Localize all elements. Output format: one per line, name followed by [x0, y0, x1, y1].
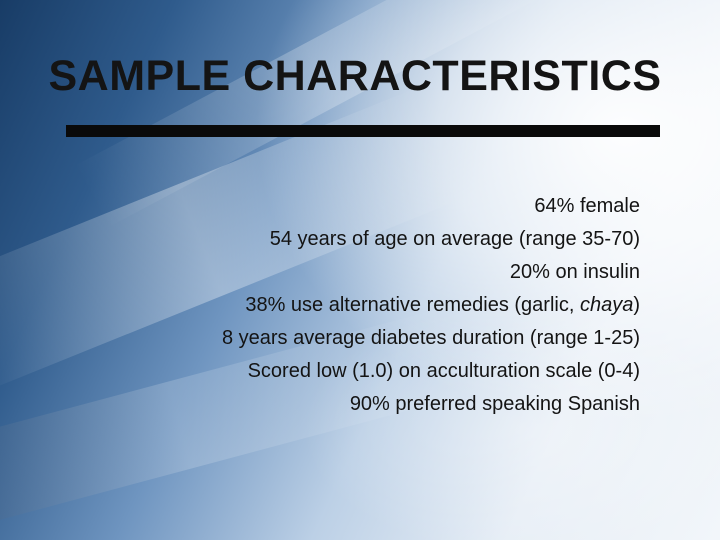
characteristics-list: 64% female 54 years of age on average (r…: [40, 190, 640, 421]
list-item: 64% female: [534, 195, 640, 217]
list-item: 20% on insulin: [509, 261, 640, 283]
list-item: Scored low (1.0) on acculturation scale …: [247, 360, 640, 382]
slide-title: SAMPLE CHARACTERISTICS: [48, 52, 662, 100]
list-item-text: ): [633, 294, 640, 316]
list-item: 8 years average diabetes duration (range…: [221, 327, 640, 349]
list-item: 38% use alternative remedies (garlic, ch…: [40, 289, 640, 322]
list-item: 54 years of age on average (range 35-70): [269, 228, 640, 250]
list-item: 90% preferred speaking Spanish: [349, 393, 640, 415]
title-underline-rule: [66, 125, 660, 137]
list-item-text: 38% use alternative remedies (garlic,: [245, 294, 580, 316]
list-item-italic-text: chaya: [579, 294, 634, 316]
